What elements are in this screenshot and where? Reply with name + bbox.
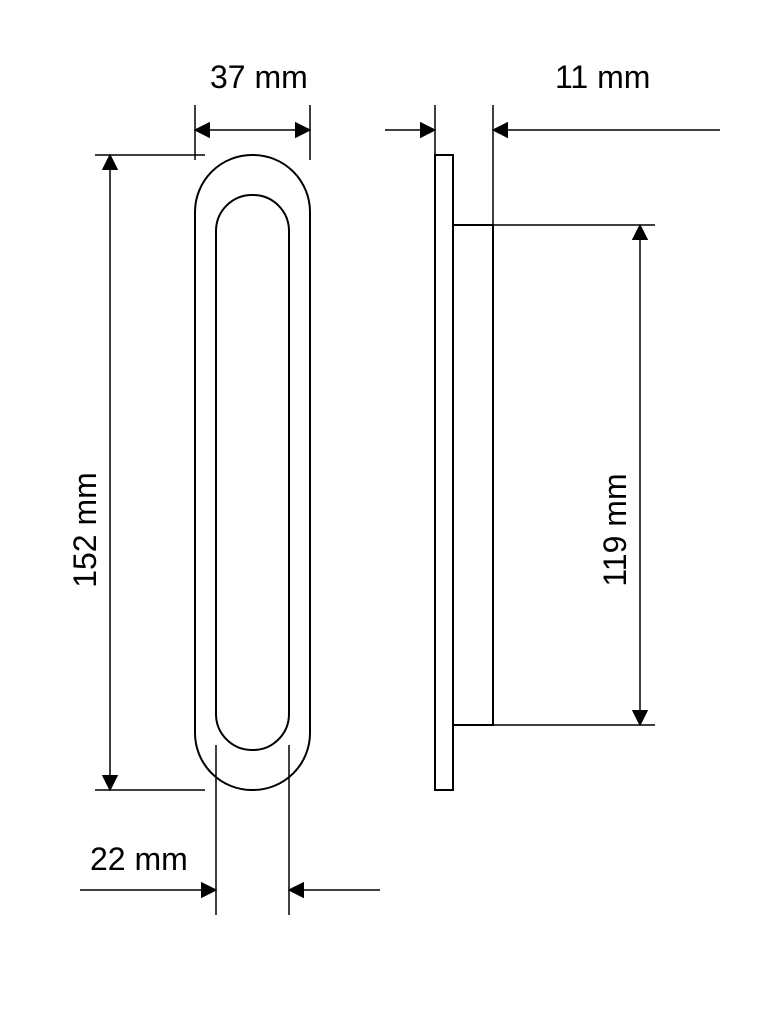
- dim-depth: 11 mm: [555, 59, 650, 95]
- dim-width-outer: 37 mm: [210, 59, 308, 95]
- dim-height-outer: 152 mm: [67, 472, 103, 588]
- side-plate: [435, 155, 453, 790]
- front-inner: [216, 195, 289, 750]
- dim-width-inner: 22 mm: [90, 841, 188, 877]
- side-box: [453, 225, 493, 725]
- front-outer: [195, 155, 310, 790]
- dim-height-inner: 119 mm: [597, 473, 633, 586]
